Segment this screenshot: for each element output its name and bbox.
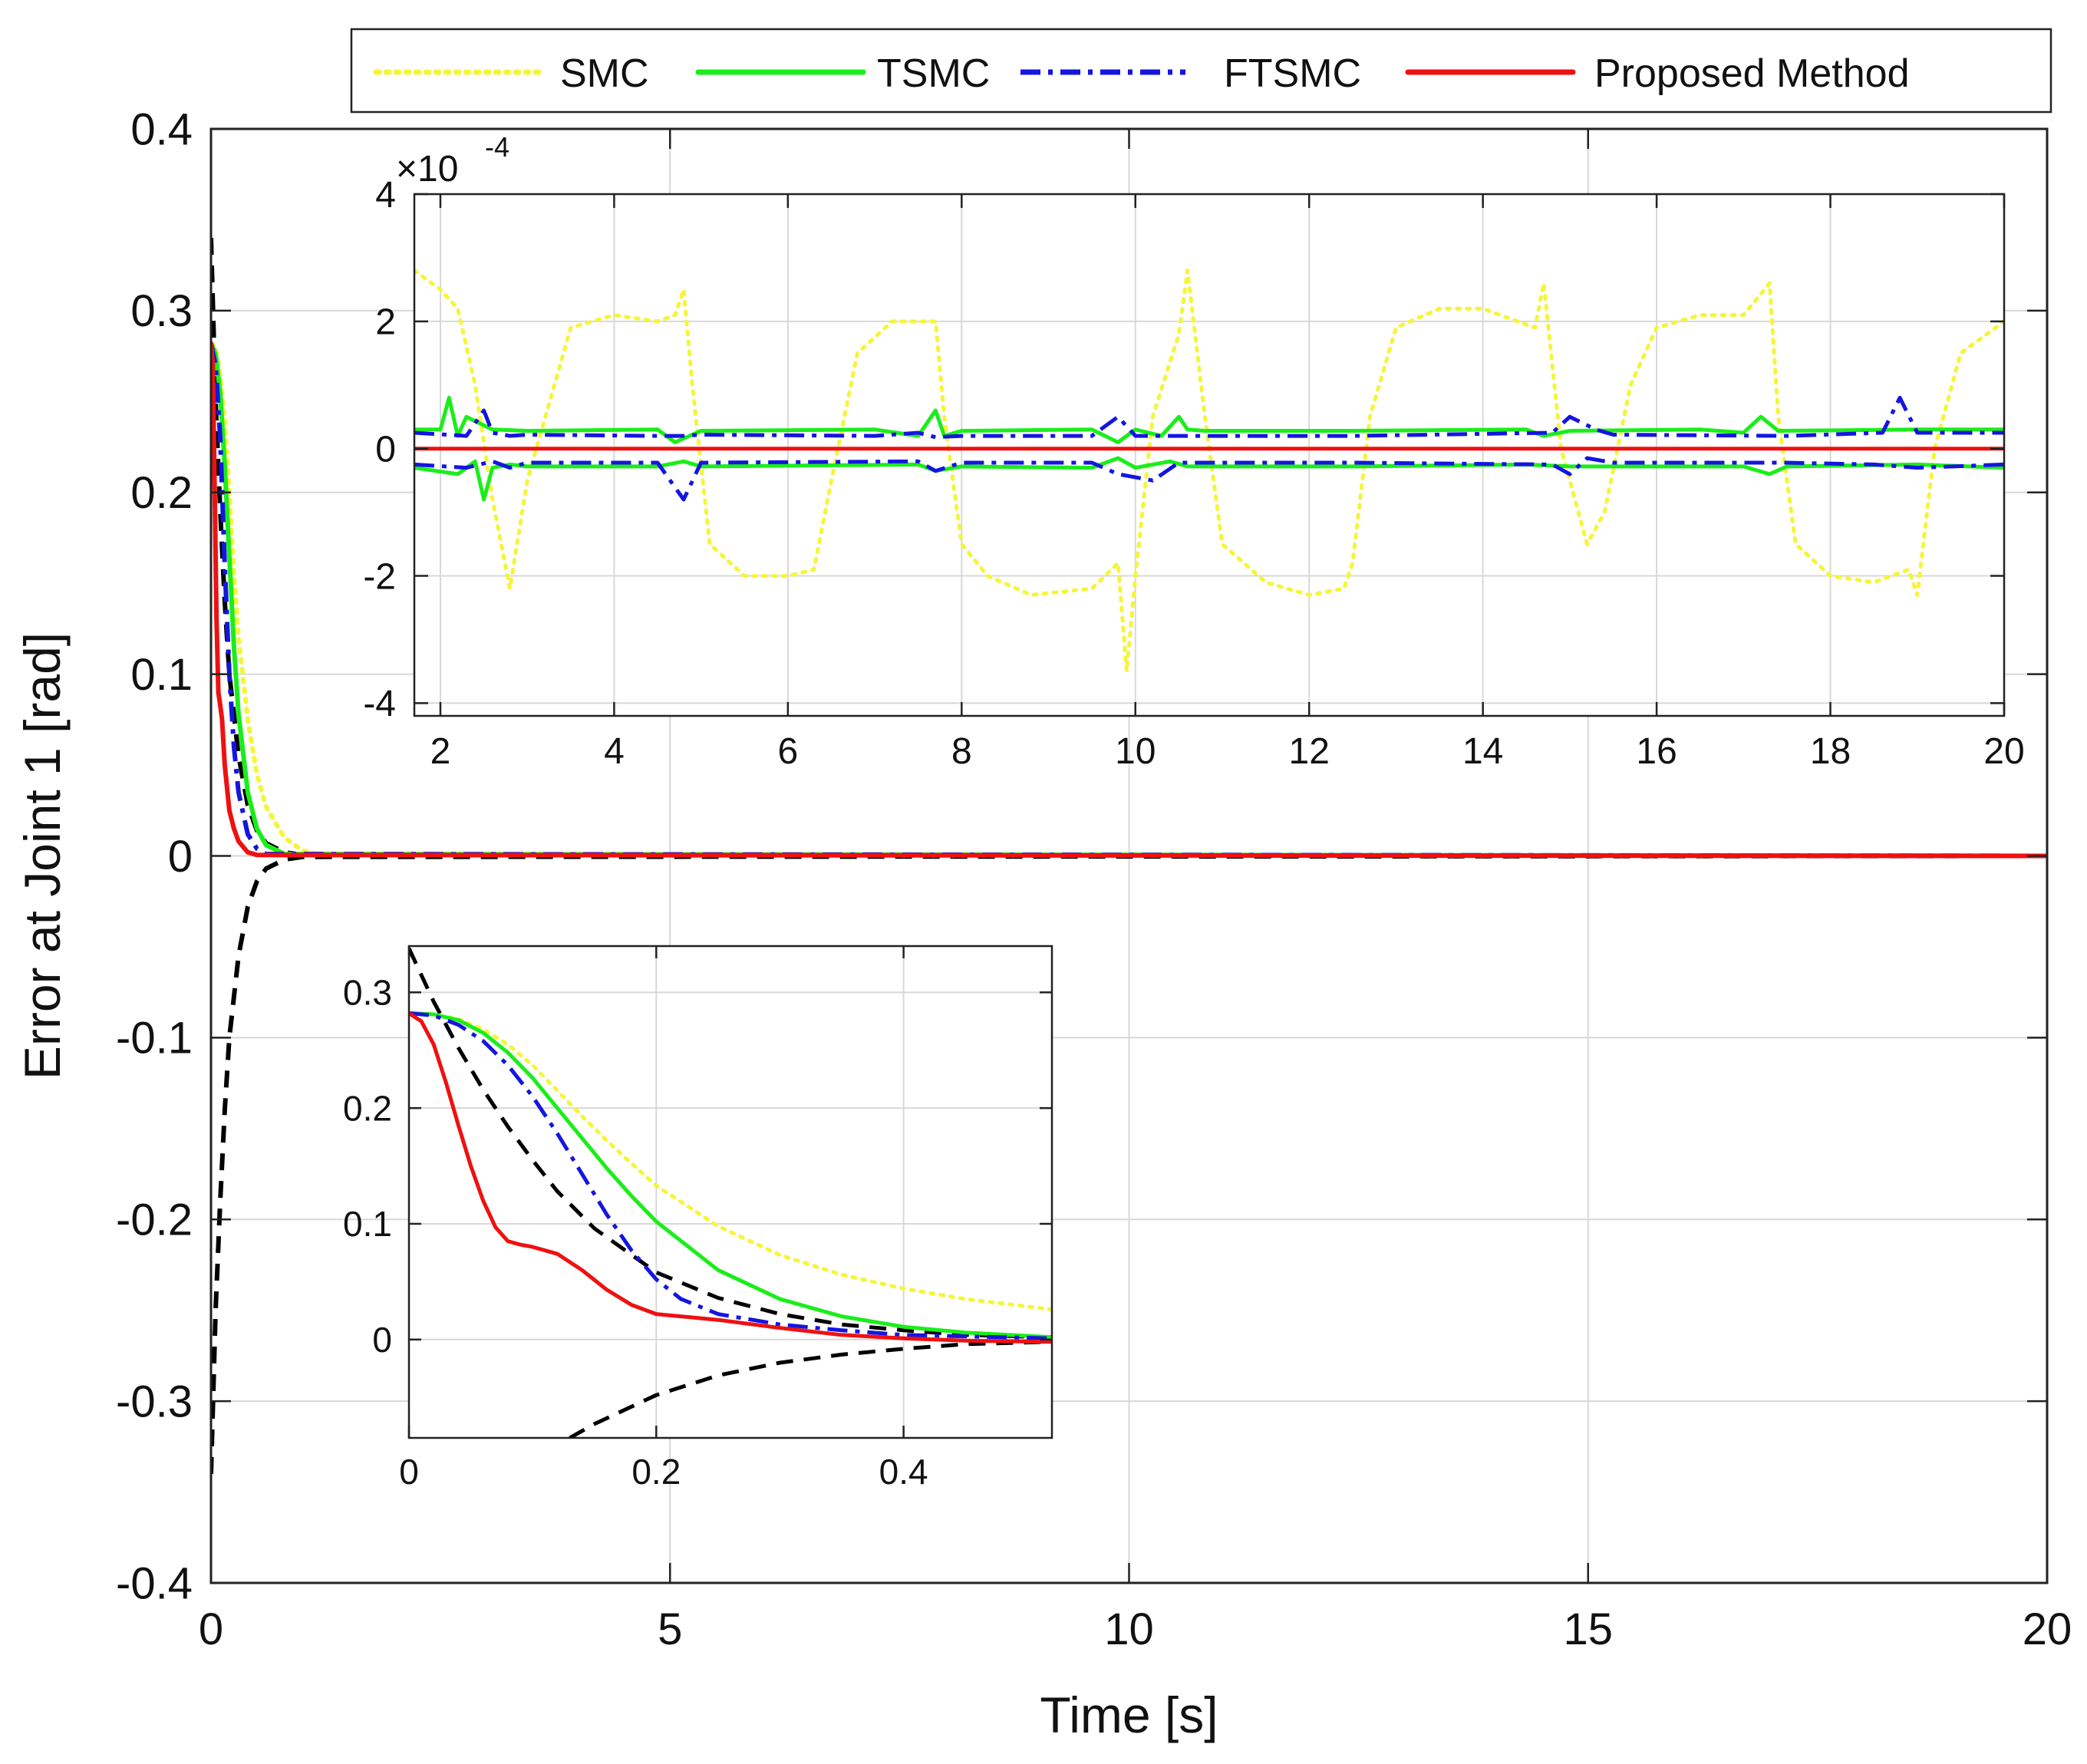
main-y-tick-label: 0.1 (130, 650, 193, 700)
main-y-tick-label: 0 (168, 832, 193, 882)
inset-top-x-tick-label: 14 (1462, 731, 1503, 772)
main-ticks: 0 5 10 15 20-0.4-0.3-0.2-0.100.10.20.30.4 (116, 104, 2072, 1654)
main-y-axis-label: Error at Joint 1 [rad] (14, 632, 71, 1080)
inset-top-background (414, 194, 2004, 716)
inset-top-series-tsmc (414, 395, 2004, 444)
inset-bottom-series-lower-bound (569, 1340, 1052, 1438)
inset-bottom-plot: 0 0.2 0.4 0 0.1 0.2 0.3 (343, 945, 1053, 1492)
main-y-tick-label: -0.4 (116, 1558, 193, 1608)
inset-top-x-tick-label: 20 (1983, 731, 2024, 772)
inset-top-x-tick-label: 2 (430, 731, 451, 772)
inset-top-x-tick-label: 4 (604, 731, 625, 772)
legend: SMC TSMC FTSMC Proposed Method (350, 28, 2052, 114)
inset-top-y-tick-label: -4 (363, 684, 396, 724)
inset-top-axes-frame (413, 193, 2006, 717)
main-x-axis-label: Time [s] (1040, 1687, 1218, 1743)
inset-bottom-y-tick-label: 0.2 (343, 1088, 392, 1128)
inset-top-ticks: 2 4 6 8 10 12 14 16 18 20 -4 -2 0 2 4 (363, 175, 2024, 772)
inset-top-y-tick-label: 2 (375, 302, 396, 343)
inset-top-y-tick-label: -2 (363, 556, 396, 597)
main-series-ftsmc (211, 342, 2047, 859)
main-x-tick-label: 15 (1563, 1604, 1613, 1654)
inset-top-x-tick-label: 12 (1289, 731, 1330, 772)
inset-top-x-tick-label: 16 (1636, 731, 1677, 772)
main-y-tick-label: 0.3 (130, 286, 193, 336)
inset-bottom-ticks: 0 0.2 0.4 0 0.1 0.2 0.3 (343, 946, 1052, 1492)
main-y-tick-label: -0.1 (116, 1014, 193, 1063)
inset-top-y-exponent: -4 (485, 131, 509, 163)
inset-bottom-x-tick-label: 0 (399, 1452, 419, 1492)
inset-bottom-series-proposed-method (409, 1011, 1052, 1344)
inset-bottom-y-tick-label: 0.3 (343, 972, 392, 1012)
inset-bottom-series-tsmc (409, 1011, 1052, 1340)
inset-top-y-multiplier: ×10 (396, 149, 458, 190)
legend-label-tsmc: TSMC (877, 51, 990, 96)
inset-top-x-tick-label: 18 (1810, 731, 1851, 772)
inset-bottom-x-tick-label: 0.2 (631, 1452, 681, 1492)
inset-top-series-ftsmc (414, 456, 2004, 502)
inset-top-series (414, 269, 2004, 674)
main-y-tick-label: 0.2 (130, 468, 193, 518)
inset-bottom-series-upper-bound (409, 947, 1052, 1340)
inset-top-x-tick-label: 10 (1115, 731, 1156, 772)
inset-bottom-series (409, 947, 1052, 1438)
legend-label-ftsmc: FTSMC (1224, 51, 1361, 96)
main-x-tick-label: 20 (2023, 1604, 2072, 1654)
inset-bottom-axes-frame (407, 945, 1053, 1439)
legend-entries: SMC TSMC FTSMC Proposed Method (373, 51, 1910, 96)
inset-bottom-y-tick-label: 0.1 (343, 1204, 392, 1244)
main-x-tick-label: 0 (199, 1604, 223, 1654)
inset-bottom-y-tick-label: 0 (372, 1320, 392, 1360)
inset-bottom-series-ftsmc (409, 1011, 1052, 1340)
legend-box (350, 28, 2052, 114)
main-y-tick-label: -0.3 (116, 1377, 193, 1426)
main-y-tick-label: 0.4 (130, 104, 193, 154)
main-x-tick-label: 5 (658, 1604, 682, 1654)
legend-label-proposed-method: Proposed Method (1594, 51, 1910, 96)
inset-top-series-ftsmc (414, 395, 2004, 440)
inset-top-x-tick-label: 8 (951, 731, 972, 772)
inset-bottom-x-tick-label: 0.4 (879, 1452, 928, 1492)
inset-top-series-smc (414, 269, 2004, 674)
main-x-tick-label: 10 (1104, 1604, 1154, 1654)
inset-bottom-series-smc (409, 1011, 1052, 1312)
inset-top-y-tick-label: 4 (375, 175, 396, 216)
inset-top-series-tsmc (414, 456, 2004, 502)
main-series-proposed-method (211, 341, 2047, 859)
inset-bottom-background (409, 946, 1052, 1438)
legend-label-smc: SMC (560, 51, 649, 96)
main-y-tick-label: -0.2 (116, 1195, 193, 1245)
main-series-tsmc (211, 341, 2047, 859)
inset-top-y-tick-label: 0 (375, 430, 396, 470)
inset-top-plot: 2 4 6 8 10 12 14 16 18 20 -4 -2 0 2 4 ×10 -4 (363, 131, 2024, 772)
inset-top-x-tick-label: 6 (778, 731, 799, 772)
